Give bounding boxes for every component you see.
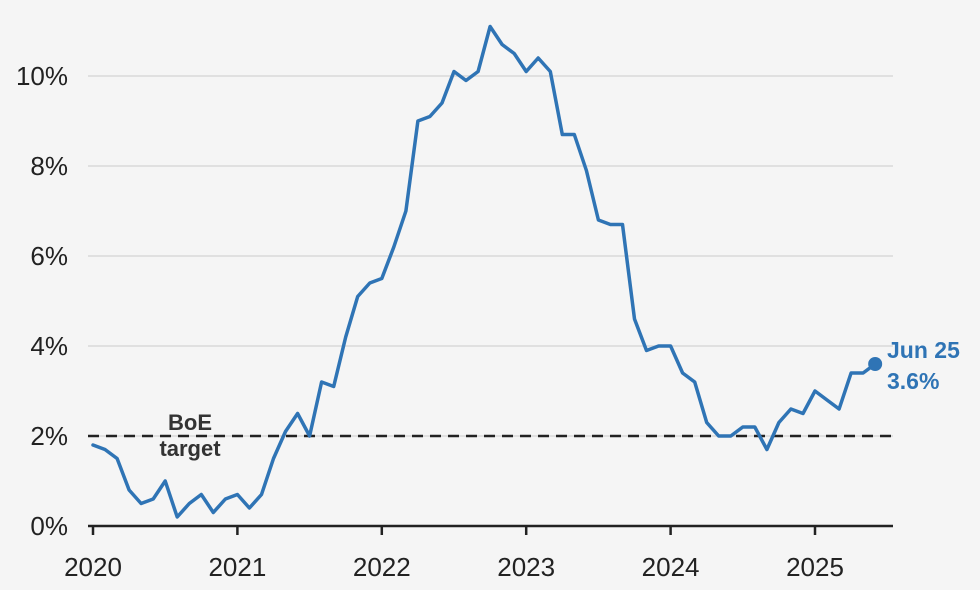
boe-target-label-line2: target	[159, 436, 221, 461]
y-tick-label: 0%	[30, 511, 68, 541]
latest-data-point	[868, 357, 883, 371]
x-axis-ticks: 2020 2021 2022 2023 2024 2025	[64, 526, 844, 582]
y-axis-ticks: 0% 2% 4% 6% 8% 10%	[16, 61, 68, 541]
cpi-inflation-series-line	[91, 24, 877, 519]
x-tick-label: 2020	[64, 552, 122, 582]
x-tick-label: 2022	[353, 552, 411, 582]
latest-date-label: Jun 25	[887, 337, 960, 363]
x-tick-label: 2025	[786, 552, 844, 582]
y-tick-label: 4%	[30, 331, 68, 361]
x-tick-label: 2021	[208, 552, 266, 582]
y-tick-label: 6%	[30, 241, 68, 271]
y-tick-label: 8%	[30, 151, 68, 181]
boe-target-label-line1: BoE	[168, 410, 212, 435]
y-tick-label: 2%	[30, 421, 68, 451]
x-tick-label: 2023	[497, 552, 555, 582]
latest-value-label: 3.6%	[887, 368, 939, 394]
gridlines	[88, 75, 893, 437]
x-tick-label: 2024	[642, 552, 700, 582]
y-tick-label: 10%	[16, 61, 68, 91]
